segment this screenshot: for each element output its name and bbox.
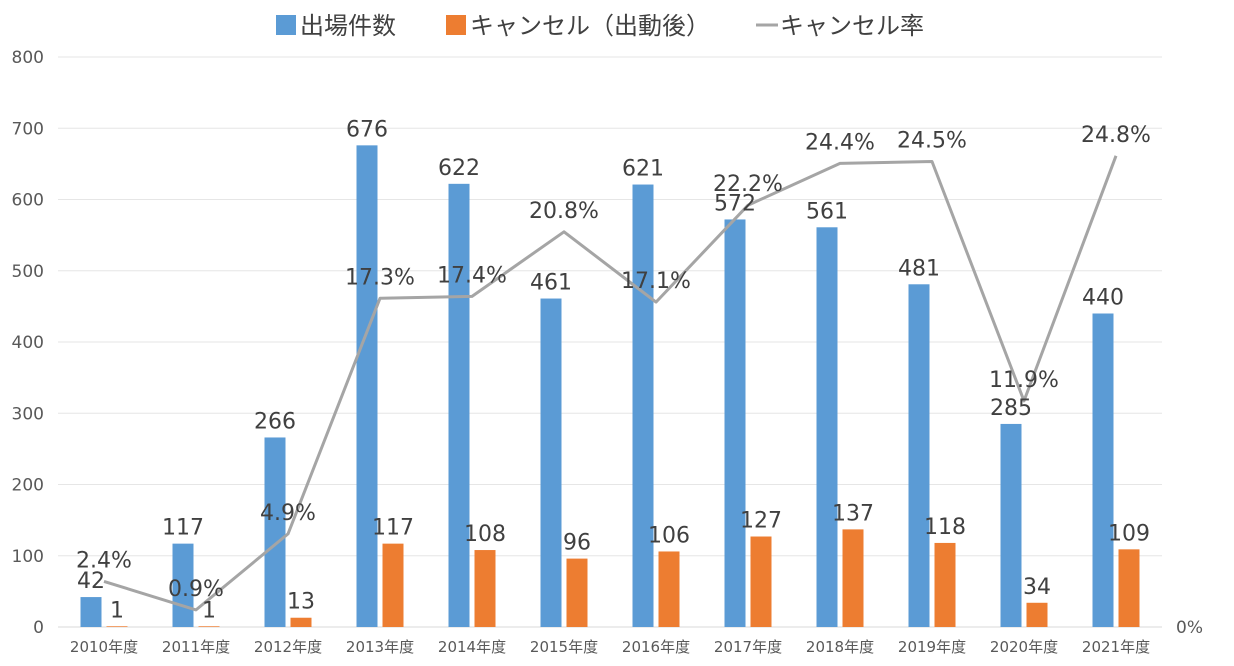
x-tick-label: 2012年度 xyxy=(254,638,322,656)
bar xyxy=(632,184,654,627)
y-tick-label: 200 xyxy=(12,476,44,496)
bar xyxy=(842,529,864,627)
bar-data-label: 13 xyxy=(287,590,315,615)
line-data-label: 22.2% xyxy=(713,172,783,197)
bar-data-label: 117 xyxy=(372,516,414,541)
rate-line xyxy=(103,155,1118,612)
line-data-label: 24.5% xyxy=(897,129,967,154)
y-tick-label: 0 xyxy=(33,618,44,638)
bar-data-label: 461 xyxy=(530,271,572,296)
bar-data-label: 42 xyxy=(77,569,105,594)
y-tick-label: 100 xyxy=(12,547,44,567)
line-data-label: 2.4% xyxy=(76,548,132,573)
rate-line-path xyxy=(103,155,1118,612)
bar xyxy=(1026,602,1048,627)
y-tick-label: 500 xyxy=(12,262,44,282)
bar-data-label: 1 xyxy=(110,598,124,623)
bar-data-label: 621 xyxy=(622,157,664,182)
line-data-label: 17.4% xyxy=(437,263,507,288)
y-tick-label: 600 xyxy=(12,191,44,211)
y-axis-right: 0% xyxy=(1176,618,1203,638)
bar xyxy=(750,536,772,627)
bars xyxy=(80,145,1140,627)
bar xyxy=(1092,313,1114,627)
legend: 出場件数 キャンセル（出動後） キャンセル率 xyxy=(276,12,924,40)
x-tick-label: 2013年度 xyxy=(346,638,414,656)
bar-data-label: 108 xyxy=(464,522,506,547)
bar xyxy=(540,298,562,627)
x-tick-label: 2017年度 xyxy=(714,638,782,656)
bar xyxy=(658,551,680,627)
x-tick-label: 2016年度 xyxy=(622,638,690,656)
legend-label: キャンセル（出動後） xyxy=(470,12,710,40)
legend-label: 出場件数 xyxy=(300,12,396,40)
x-tick-label: 2014年度 xyxy=(438,638,506,656)
line-data-label: 24.8% xyxy=(1081,123,1151,148)
bar xyxy=(80,597,102,627)
x-tick-label: 2010年度 xyxy=(70,638,138,656)
x-tick-label: 2020年度 xyxy=(990,638,1058,656)
bar xyxy=(382,543,404,627)
bar xyxy=(1118,549,1140,627)
bar-data-label: 572 xyxy=(714,191,756,216)
y-tick-label: 700 xyxy=(12,119,44,139)
line-data-label: 20.8% xyxy=(529,199,599,224)
bar-data-label: 34 xyxy=(1023,575,1051,600)
data-labels: 42 117 266 676 622 461 621 572 561 481 285 440 1 1 13 1… xyxy=(76,117,1151,623)
bar xyxy=(290,617,312,627)
bar-data-label: 106 xyxy=(648,523,690,548)
line-data-label: 24.4% xyxy=(805,130,875,155)
bar xyxy=(908,284,930,627)
bar-data-label: 137 xyxy=(832,501,874,526)
x-tick-label: 2021年度 xyxy=(1082,638,1150,656)
bar xyxy=(934,542,956,627)
bar-data-label: 561 xyxy=(806,199,848,224)
x-tick-label: 2018年度 xyxy=(806,638,874,656)
x-tick-label: 2019年度 xyxy=(898,638,966,656)
bar xyxy=(106,626,128,627)
bar-data-label: 127 xyxy=(740,509,782,534)
bar-data-label: 117 xyxy=(162,516,204,541)
bar-data-label: 1 xyxy=(202,598,216,623)
line-data-label: 4.9% xyxy=(260,501,316,526)
bar-data-label: 481 xyxy=(898,256,940,281)
bar xyxy=(448,183,470,627)
legend-swatch xyxy=(446,15,466,35)
bar-data-label: 285 xyxy=(990,396,1032,421)
bar-data-label: 676 xyxy=(346,117,388,142)
bar xyxy=(474,550,496,627)
bar-data-label: 266 xyxy=(254,409,296,434)
x-tick-label: 2011年度 xyxy=(162,638,230,656)
bar-data-label: 440 xyxy=(1082,286,1124,311)
bar-data-label: 109 xyxy=(1108,521,1150,546)
bar-data-label: 96 xyxy=(563,531,591,556)
y-axis-left: 0 100 200 300 400 500 600 700 800 xyxy=(12,48,44,638)
line-data-label: 17.3% xyxy=(345,265,415,290)
bar-data-label: 622 xyxy=(438,156,480,181)
bar xyxy=(566,558,588,627)
bar xyxy=(724,219,746,627)
y-tick-label: 400 xyxy=(12,333,44,353)
line-data-label: 11.9% xyxy=(989,368,1059,393)
legend-swatch xyxy=(276,15,296,35)
bar xyxy=(816,227,838,627)
gridlines xyxy=(58,56,1162,628)
legend-label: キャンセル率 xyxy=(780,12,924,40)
line-data-label: 17.1% xyxy=(621,269,691,294)
bar xyxy=(198,626,220,627)
y-tick-label: 800 xyxy=(12,48,44,68)
bar xyxy=(264,437,286,627)
bar xyxy=(356,145,378,627)
bar-data-label: 118 xyxy=(924,515,966,540)
y-right-tick-label: 0% xyxy=(1176,618,1203,638)
x-axis: 2010年度 2011年度 2012年度 2013年度 2014年度 2015年度 2016… xyxy=(70,638,1150,656)
bar xyxy=(1000,423,1022,627)
line-data-label: 0.9% xyxy=(168,577,224,602)
x-tick-label: 2015年度 xyxy=(530,638,598,656)
y-tick-label: 300 xyxy=(12,404,44,424)
